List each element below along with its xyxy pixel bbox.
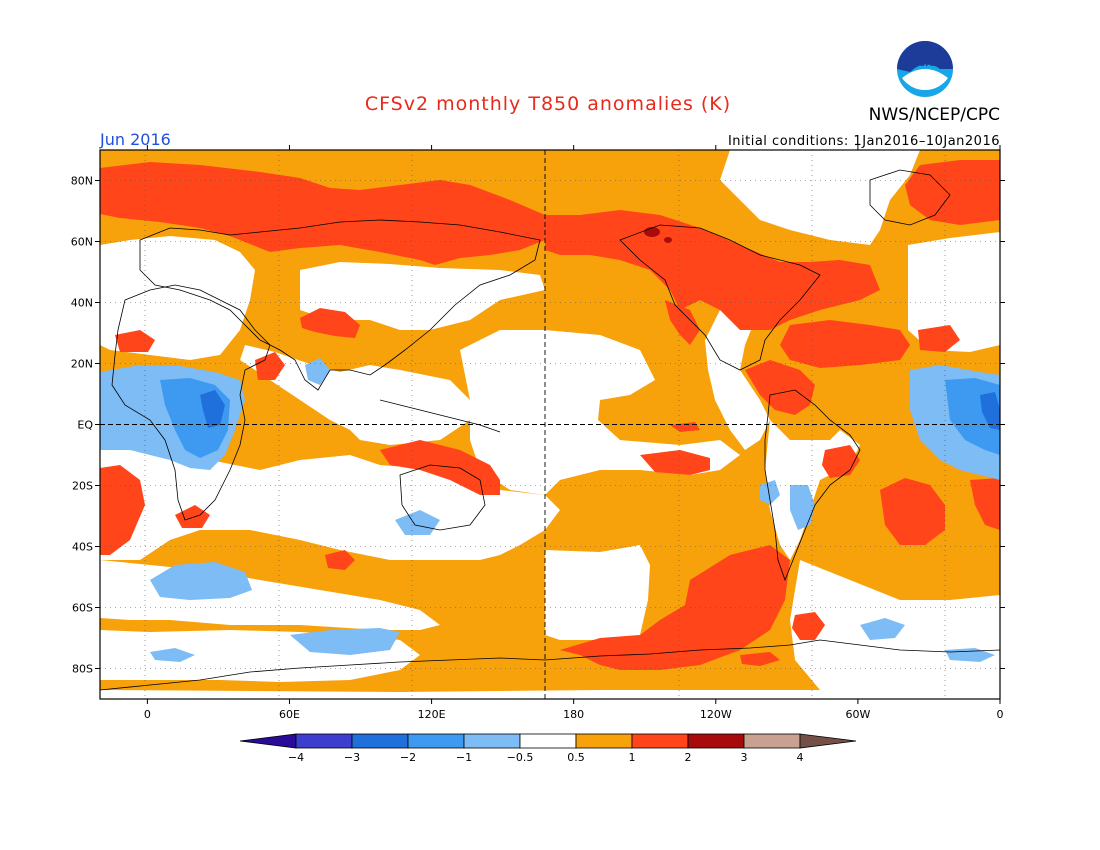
colorbar-label: 1 xyxy=(629,751,636,764)
lat-tick-label: 80N xyxy=(71,175,93,188)
colorbar-label: 4 xyxy=(797,751,804,764)
lat-lon-grid xyxy=(100,150,1000,699)
colorbar-swatch xyxy=(743,733,801,749)
lat-tick-label: 20S xyxy=(72,480,93,493)
lat-tick-label: 60N xyxy=(71,236,93,249)
colorbar-swatch xyxy=(575,733,633,749)
organization-label: NWS/NCEP/CPC xyxy=(869,105,1000,125)
lon-tick-label: 120E xyxy=(418,708,446,721)
lat-tick-label: 60S xyxy=(72,602,93,615)
lon-tick-label: 120W xyxy=(700,708,732,721)
lat-tick-label: 40S xyxy=(72,541,93,554)
colorbar-label: −4 xyxy=(288,751,304,764)
colorbar-label: 2 xyxy=(685,751,692,764)
lon-tick-label: 60E xyxy=(279,708,300,721)
colorbar-label: 3 xyxy=(741,751,748,764)
colorbar-label: −2 xyxy=(400,751,416,764)
lat-tick-label: EQ xyxy=(77,419,93,432)
colorbar-label: 0.5 xyxy=(567,751,585,764)
warm-anomaly-regions xyxy=(100,160,1000,670)
lat-tick-label: 80S xyxy=(72,663,93,676)
strongest-cool-cores xyxy=(200,390,1000,430)
anomaly-map xyxy=(99,149,1001,700)
colorbar-max-arrow xyxy=(799,733,857,749)
colorbar-swatch xyxy=(463,733,521,749)
colorbar-min-arrow xyxy=(239,733,297,749)
colorbar-label: −0.5 xyxy=(507,751,534,764)
forecast-month: Jun 2016 xyxy=(99,130,171,149)
colorbar-swatch xyxy=(519,733,577,749)
colorbar-swatch xyxy=(631,733,689,749)
logo-text: NOAA xyxy=(911,59,940,69)
lon-tick-label: 60W xyxy=(845,708,870,721)
lat-tick-label: 40N xyxy=(71,297,93,310)
colorbar-label: −3 xyxy=(344,751,360,764)
reference-lines xyxy=(100,150,1000,699)
lon-tick-label: 0 xyxy=(997,708,1004,721)
colorbar-swatch xyxy=(295,733,353,749)
lon-tick-label: 180 xyxy=(563,708,584,721)
chart-title: CFSv2 monthly T850 anomalies (K) xyxy=(365,93,731,115)
colorbar-swatch xyxy=(687,733,745,749)
map-axes: 80N 60N 40N 20N EQ 20S 40S 60S 80S 0 60E 120E 180 120… xyxy=(71,145,1005,721)
lat-tick-label: 20N xyxy=(71,358,93,371)
coastlines xyxy=(100,169,1000,691)
colorbar: −4 −3 −2 −1 −0.5 0.5 1 2 3 4 xyxy=(239,733,857,764)
colorbar-swatch xyxy=(351,733,409,749)
initial-conditions: Initial conditions: 1Jan2016–10Jan2016 xyxy=(728,134,1000,149)
colorbar-swatch xyxy=(407,733,465,749)
colorbar-label: −1 xyxy=(456,751,472,764)
lon-tick-label: 0 xyxy=(144,708,151,721)
noaa-logo-icon: NOAA xyxy=(897,41,953,97)
